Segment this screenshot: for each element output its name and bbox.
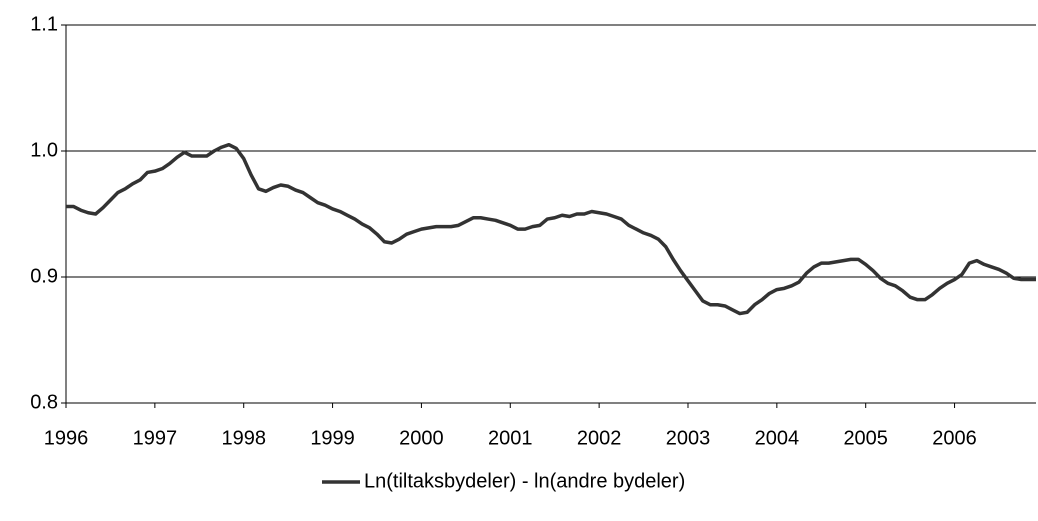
data-line [66, 142, 1036, 316]
x-tick-label: 2002 [577, 427, 622, 449]
x-tick-label: 1996 [44, 427, 89, 449]
y-tick-label: 1.0 [30, 139, 58, 161]
y-tick-label: 0.8 [30, 391, 58, 413]
x-tick-label: 1998 [221, 427, 266, 449]
legend-label: Ln(tiltaksbydeler) - ln(andre bydeler) [364, 470, 685, 492]
x-tick-label: 2006 [932, 427, 977, 449]
y-tick-label: 1.1 [30, 13, 58, 35]
x-tick-label: 2003 [666, 427, 711, 449]
x-tick-label: 1999 [310, 427, 355, 449]
x-tick-label: 2001 [488, 427, 533, 449]
x-tick-label: 2005 [843, 427, 888, 449]
y-tick-label: 0.9 [30, 265, 58, 287]
x-tick-label: 2000 [399, 427, 444, 449]
x-tick-label: 1997 [133, 427, 178, 449]
x-tick-label: 2004 [755, 427, 800, 449]
